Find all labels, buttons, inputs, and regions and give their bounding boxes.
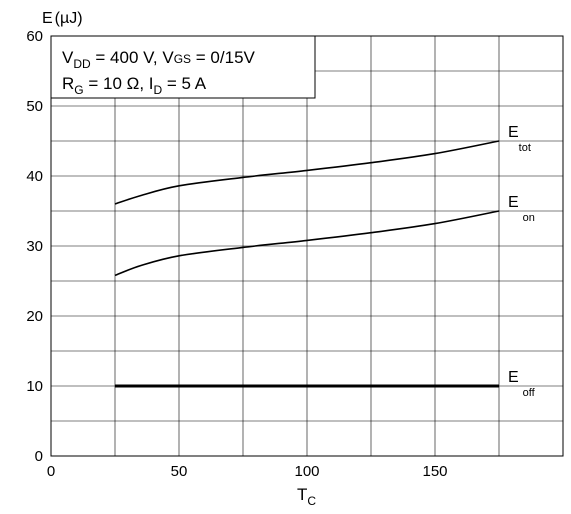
- series-label-tot: Etot: [508, 124, 531, 154]
- series-line-on: [114, 210, 500, 277]
- x-tick-label: 0: [47, 463, 55, 480]
- y-tick-label: 10: [26, 378, 43, 395]
- conditions-line-1: VDD = 400 V, VGS = 0/15V: [62, 48, 256, 71]
- series-label-on: Eon: [508, 194, 535, 224]
- series-label-off: Eoff: [508, 369, 536, 399]
- y-tick-label: 20: [26, 308, 43, 325]
- conditions-line-2: RG = 10 Ω, ID = 5 A: [62, 74, 207, 97]
- y-tick-label: 60: [26, 28, 43, 45]
- y-tick-label: 0: [35, 448, 43, 465]
- y-tick-label: 50: [26, 98, 43, 115]
- conditions-box: [50, 35, 316, 99]
- y-axis-title: E (µJ): [42, 10, 83, 27]
- y-tick-label: 40: [26, 168, 43, 185]
- axis-ticks: 0 50 100 150 0 10 20 30 40 50 60: [26, 28, 447, 480]
- x-tick-label: 150: [422, 463, 447, 480]
- grid-lines: [51, 36, 563, 456]
- y-tick-label: 30: [26, 238, 43, 255]
- x-tick-label: 50: [171, 463, 188, 480]
- series-line-tot: [114, 140, 500, 205]
- x-axis-title: TC: [297, 485, 316, 508]
- series-layer: Etot Eon Eoff: [114, 124, 536, 399]
- x-tick-label: 100: [294, 463, 319, 480]
